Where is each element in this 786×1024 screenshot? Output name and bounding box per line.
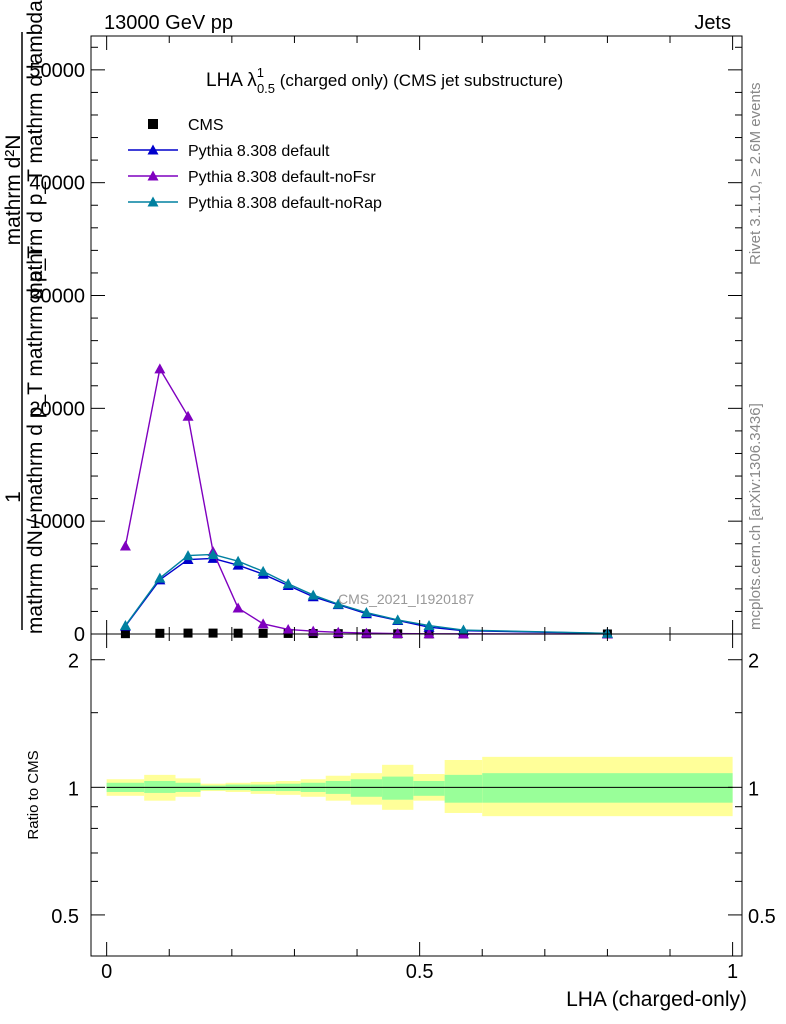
- title-sub: 0.5: [257, 81, 275, 96]
- ylabel-top-1: 1: [2, 491, 25, 503]
- legend: CMS Pythia 8.308 default Pythia 8.308 defa…: [128, 117, 382, 212]
- top-ytick-label: 30000: [29, 286, 85, 308]
- ratio-ytick-label-right: 2: [748, 651, 759, 673]
- legend-marker: [147, 170, 159, 181]
- ratio-ticks: 0.5 0.5 1 1 2 2: [51, 651, 776, 928]
- x-tick-label: 0: [101, 961, 112, 983]
- series-point-2: [282, 623, 294, 634]
- series-point-2: [360, 627, 372, 638]
- cms-point: [258, 628, 268, 638]
- top-series-layer: [119, 363, 613, 639]
- legend-marker: [147, 196, 159, 207]
- series-point-3: [282, 578, 294, 589]
- header-left: 13000 GeV pp: [104, 12, 233, 34]
- ratio-ytick-label-right: 1: [748, 778, 759, 800]
- legend-label: Pythia 8.308 default-noFsr: [188, 169, 376, 186]
- top-ticks: 0 10000 20000 30000 40000 50000: [29, 36, 742, 646]
- x-tick-label: 1: [727, 961, 738, 983]
- series-point-3: [457, 624, 469, 635]
- series-point-3: [360, 607, 372, 618]
- header-right: Jets: [694, 12, 731, 34]
- ylabel-top-2: mathrm d²N: [2, 135, 25, 246]
- title-rest: (charged only) (CMS jet substructure): [275, 71, 563, 90]
- ratio-ylabel: Ratio to CMS: [25, 750, 42, 839]
- mcplots-label: mcplots.cern.ch [arXiv:1306.3436]: [747, 403, 764, 630]
- plot-title: LHA λ1 0.5 (charged only) (CMS jet substr…: [206, 65, 563, 96]
- series-point-2: [257, 618, 269, 629]
- top-ytick-label: 10000: [29, 511, 85, 533]
- series-point-2: [307, 625, 319, 636]
- top-ytick-label: 0: [74, 624, 85, 646]
- series-point-3: [182, 550, 194, 561]
- series-point-3: [307, 589, 319, 600]
- cms-point: [208, 628, 218, 638]
- legend-marker-cms: [148, 119, 158, 129]
- ratio-band-inner: [382, 776, 414, 800]
- ylabel-top-4: mathrm dN / mathrm d p_T mathrm d p_T: [24, 246, 47, 634]
- x-axis-label: LHA (charged-only): [566, 988, 747, 1011]
- legend-label: Pythia 8.308 default-noRap: [188, 195, 382, 212]
- top-ytick-label: 40000: [29, 173, 85, 195]
- ratio-frame: [90, 633, 743, 957]
- legend-label: Pythia 8.308 default: [188, 143, 330, 160]
- series-point-3: [392, 614, 404, 625]
- legend-marker: [147, 144, 159, 155]
- x-ticks: 0 0.5 1: [101, 634, 738, 983]
- ratio-band-inner: [413, 780, 445, 796]
- series-line-3: [124, 553, 608, 635]
- title-sup: 1: [257, 65, 264, 80]
- watermark: CMS_2021_I1920187: [338, 591, 474, 607]
- ylabel-top-3: mathrm d p_T mathrm d lambda: [24, 0, 47, 300]
- x-tick-label: 0.5: [406, 961, 434, 983]
- ratio-ytick-label: 1: [68, 778, 79, 800]
- ratio-band-inner: [482, 773, 733, 803]
- top-ytick-label: 20000: [29, 398, 85, 420]
- series-point-3: [257, 565, 269, 576]
- series-point-2: [182, 410, 194, 421]
- series-point-3: [119, 620, 131, 631]
- series-point-3: [423, 620, 435, 631]
- series-point-3: [332, 598, 344, 609]
- ratio-ytick-label-right: 0.5: [748, 906, 776, 928]
- series-point-3: [154, 572, 166, 583]
- top-ytick-label: 50000: [29, 60, 85, 82]
- ratio-bands-layer: [106, 756, 733, 817]
- cms-point: [155, 628, 165, 638]
- cms-point: [233, 628, 243, 638]
- series-point-2: [232, 602, 244, 613]
- ratio-band-inner: [444, 774, 483, 803]
- series-point-3: [207, 548, 219, 559]
- title-main: LHA λ: [206, 70, 257, 91]
- series-point-2: [154, 363, 166, 374]
- ratio-band-inner: [350, 779, 383, 797]
- rivet-label: Rivet 3.1.10, ≥ 2.6M events: [747, 83, 764, 266]
- legend-label: CMS: [188, 117, 224, 134]
- ratio-ytick-label: 2: [68, 651, 79, 673]
- series-point-2: [392, 628, 404, 639]
- series-point-2: [423, 628, 435, 639]
- series-point-2: [119, 540, 131, 551]
- series-point-3: [232, 555, 244, 566]
- ratio-ytick-label: 0.5: [51, 906, 79, 928]
- cms-point: [183, 628, 193, 638]
